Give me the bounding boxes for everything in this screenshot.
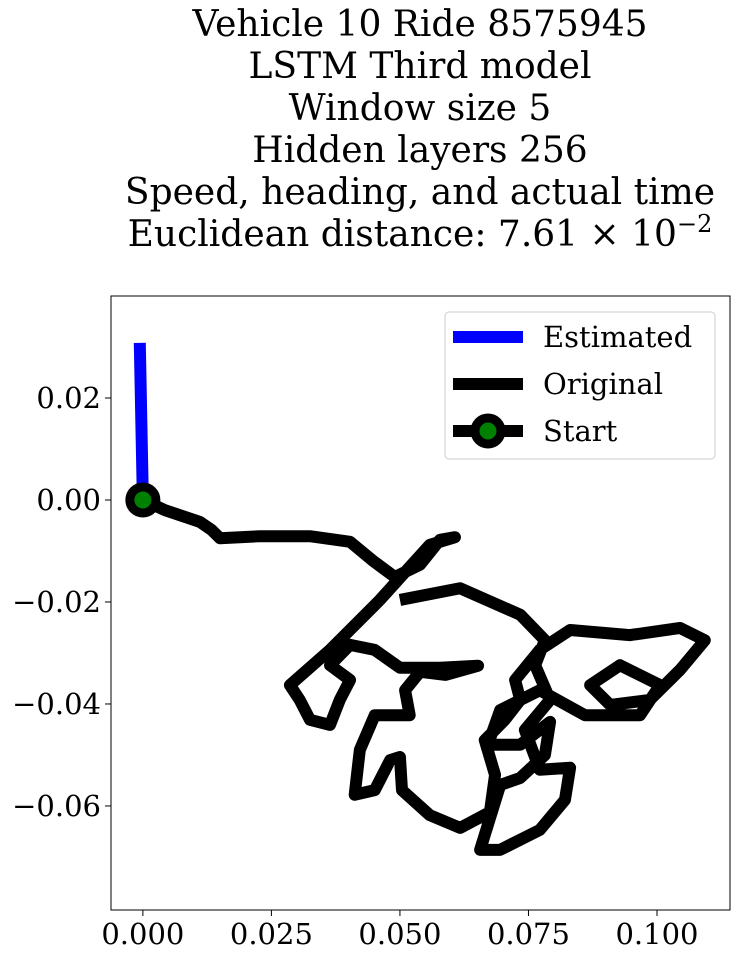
legend-label: Start [543, 414, 618, 448]
x-tick-label: 0.100 [615, 917, 698, 951]
x-tick-label: 0.075 [487, 917, 570, 951]
y-tick-label: −0.02 [12, 585, 101, 619]
title-line: Window size 5 [289, 88, 552, 129]
title-line: Euclidean distance: 7.61 × 10−2 [128, 210, 713, 255]
legend-label: Estimated [543, 320, 692, 354]
title-line: Vehicle 10 Ride 8575945 [191, 4, 647, 45]
y-tick-label: −0.04 [12, 687, 101, 721]
legend: Estimated Original Start [444, 311, 716, 460]
series-line [140, 494, 711, 856]
x-tick-label: 0.000 [101, 917, 184, 951]
legend-box [444, 311, 716, 460]
title-line: LSTM Third model [249, 46, 592, 87]
x-tick-label: 0.025 [230, 917, 313, 951]
plot-area [125, 342, 711, 856]
title-superscript: −2 [677, 210, 712, 238]
axes: 0.000 0.025 0.050 0.075 0.100 −0.06 −0.04 −0.02… [12, 381, 698, 951]
y-tick-label: 0.02 [36, 381, 101, 415]
legend-marker [470, 413, 506, 449]
y-tick-label: −0.06 [12, 789, 101, 823]
legend-label: Original [543, 367, 663, 401]
title-line: Speed, heading, and actual time [125, 172, 715, 213]
x-tick-label: 0.050 [358, 917, 441, 951]
plot-frame [110, 295, 731, 911]
title-line: Hidden layers 256 [252, 130, 587, 171]
y-tick-label: 0.00 [36, 483, 101, 517]
start-marker [125, 482, 161, 518]
series-line [133, 342, 149, 501]
